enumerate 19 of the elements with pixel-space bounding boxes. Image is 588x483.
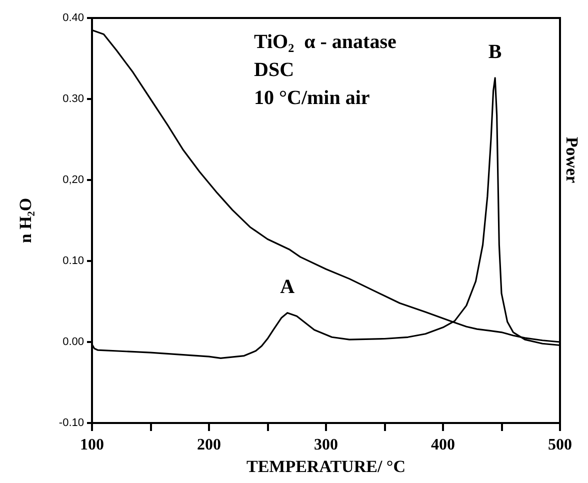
y-tick-label: 0,20 (62, 174, 84, 186)
y2-axis-title: Power (562, 136, 582, 184)
x-tick-label: 400 (431, 436, 455, 454)
x-tick-label: 300 (314, 436, 338, 454)
y-tick-label: 0.30 (62, 93, 84, 105)
annotation: 10 °C/min air (254, 87, 370, 109)
y-tick-label: -0.10 (58, 417, 84, 429)
x-axis-title: TEMPERATURE/ °C (246, 456, 406, 476)
annotation: B (488, 40, 502, 63)
x-tick-label: 500 (548, 436, 572, 454)
y-axis-title: n H₂O (16, 198, 35, 244)
annotation: A (280, 276, 296, 298)
annotation: DSC (254, 59, 294, 81)
y-tick-label: 0.40 (62, 12, 84, 24)
y-tick-label: 0.00 (62, 336, 84, 348)
annotation: TiO₂ α - anatase (254, 31, 396, 53)
y-tick-label: 0.10 (62, 255, 84, 267)
x-tick-label: 200 (197, 436, 221, 454)
x-tick-label: 100 (80, 436, 104, 454)
